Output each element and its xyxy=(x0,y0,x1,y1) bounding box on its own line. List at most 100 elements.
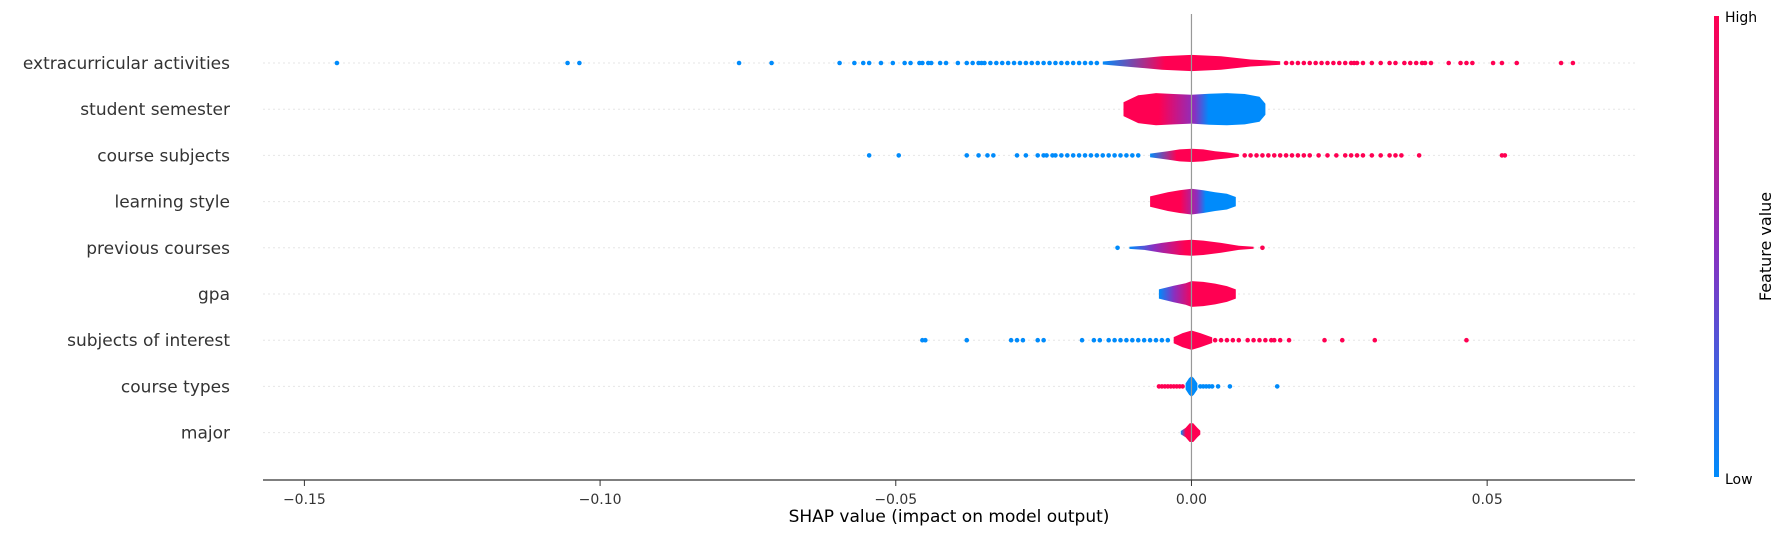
outlier-point xyxy=(1360,60,1366,66)
outlier-point xyxy=(1130,337,1135,343)
outlier-point xyxy=(1088,153,1094,158)
violin-shape xyxy=(1158,281,1236,307)
outlier-point xyxy=(1286,337,1292,343)
outlier-point xyxy=(1342,60,1348,66)
outlier-point xyxy=(1070,60,1076,66)
outlier-point xyxy=(964,337,970,343)
outlier-point xyxy=(1245,337,1250,343)
colorbar: High Low Feature value xyxy=(1714,10,1775,488)
outlier-point xyxy=(1331,60,1336,66)
feature-label: extracurricular activities xyxy=(23,54,230,74)
outlier-point xyxy=(1106,153,1111,158)
outlier-point xyxy=(1257,337,1262,343)
outlier-point xyxy=(1393,60,1398,66)
outlier-point xyxy=(982,60,987,66)
outlier-point xyxy=(1263,337,1268,343)
outlier-point xyxy=(964,60,970,66)
outlier-point xyxy=(1260,245,1265,251)
feature-label: subjects of interest xyxy=(67,331,230,351)
outlier-point xyxy=(1023,153,1029,158)
outlier-point xyxy=(1064,153,1070,158)
outlier-point xyxy=(1316,153,1321,158)
outlier-point xyxy=(1094,60,1100,66)
outlier-point xyxy=(999,60,1005,66)
outlier-point xyxy=(1230,337,1236,343)
outlier-point xyxy=(1091,337,1097,343)
outlier-point xyxy=(1274,384,1280,389)
outlier-point xyxy=(1283,153,1289,158)
outlier-point xyxy=(988,60,993,66)
feature-row: previous courses xyxy=(86,239,1635,259)
outlier-point xyxy=(1289,153,1295,158)
outlier-point xyxy=(1514,60,1520,66)
outlier-point xyxy=(955,60,961,66)
outlier-point xyxy=(1301,60,1307,66)
outlier-point xyxy=(1387,60,1392,66)
x-axis: −0.15 −0.10 −0.05 0.00 0.05 xyxy=(263,479,1635,508)
outlier-point xyxy=(1499,60,1505,66)
outlier-point xyxy=(1322,337,1327,343)
x-tick-label: 0.05 xyxy=(1472,492,1503,508)
outlier-point xyxy=(1242,153,1247,158)
outlier-point xyxy=(1209,384,1215,389)
outlier-point xyxy=(970,60,975,66)
outlier-point xyxy=(1180,384,1185,389)
outlier-point xyxy=(1502,153,1508,158)
outlier-point xyxy=(577,60,582,66)
outlier-point xyxy=(1369,60,1375,66)
outlier-point xyxy=(1094,153,1100,158)
violin-shape xyxy=(1123,93,1266,126)
outlier-point xyxy=(1416,153,1422,158)
outlier-point xyxy=(1334,153,1339,158)
violin-shape xyxy=(1150,188,1236,215)
outlier-point xyxy=(1399,153,1404,158)
outlier-point xyxy=(1047,60,1052,66)
outlier-point xyxy=(1097,337,1103,343)
x-axis-title: SHAP value (impact on model output) xyxy=(789,507,1110,527)
outlier-point xyxy=(1115,245,1120,251)
x-tick-label: −0.15 xyxy=(283,492,326,508)
colorbar-gradient xyxy=(1714,16,1719,477)
outlier-point xyxy=(1428,60,1434,66)
outlier-point xyxy=(1135,153,1141,158)
outlier-point xyxy=(1112,153,1117,158)
outlier-point xyxy=(1446,60,1452,66)
outlier-point xyxy=(1393,153,1398,158)
outlier-point xyxy=(1490,60,1496,66)
outlier-point xyxy=(1106,337,1111,343)
outlier-point xyxy=(1020,337,1026,343)
outlier-point xyxy=(1372,337,1378,343)
outlier-point xyxy=(943,60,949,66)
outlier-point xyxy=(1307,60,1313,66)
outlier-point xyxy=(1159,337,1165,343)
outlier-point xyxy=(1076,153,1082,158)
outlier-point xyxy=(1295,153,1301,158)
outlier-point xyxy=(1378,153,1384,158)
outlier-point xyxy=(1064,60,1070,66)
outlier-point xyxy=(1283,60,1289,66)
feature-row: learning style xyxy=(114,188,1635,215)
outlier-point xyxy=(1035,60,1041,66)
outlier-point xyxy=(769,60,774,66)
outlier-point xyxy=(1130,153,1135,158)
x-tick-label: −0.10 xyxy=(579,492,622,508)
outlier-point xyxy=(1378,60,1384,66)
outlier-point xyxy=(878,60,884,66)
outlier-point xyxy=(1041,337,1046,343)
outlier-point xyxy=(920,60,925,66)
outlier-point xyxy=(1224,337,1230,343)
outlier-point xyxy=(1227,384,1233,389)
outlier-point xyxy=(1277,153,1283,158)
outlier-point xyxy=(1558,60,1564,66)
outlier-point xyxy=(1339,337,1345,343)
outlier-point xyxy=(860,60,866,66)
outlier-point xyxy=(1035,337,1041,343)
outlier-point xyxy=(1011,60,1017,66)
outlier-point xyxy=(890,60,896,66)
outlier-point xyxy=(1266,153,1271,158)
violin-shape xyxy=(1150,148,1239,162)
outlier-point xyxy=(852,60,857,66)
outlier-point xyxy=(1422,60,1428,66)
feature-label: learning style xyxy=(114,193,230,213)
feature-row: course subjects xyxy=(97,146,1635,166)
